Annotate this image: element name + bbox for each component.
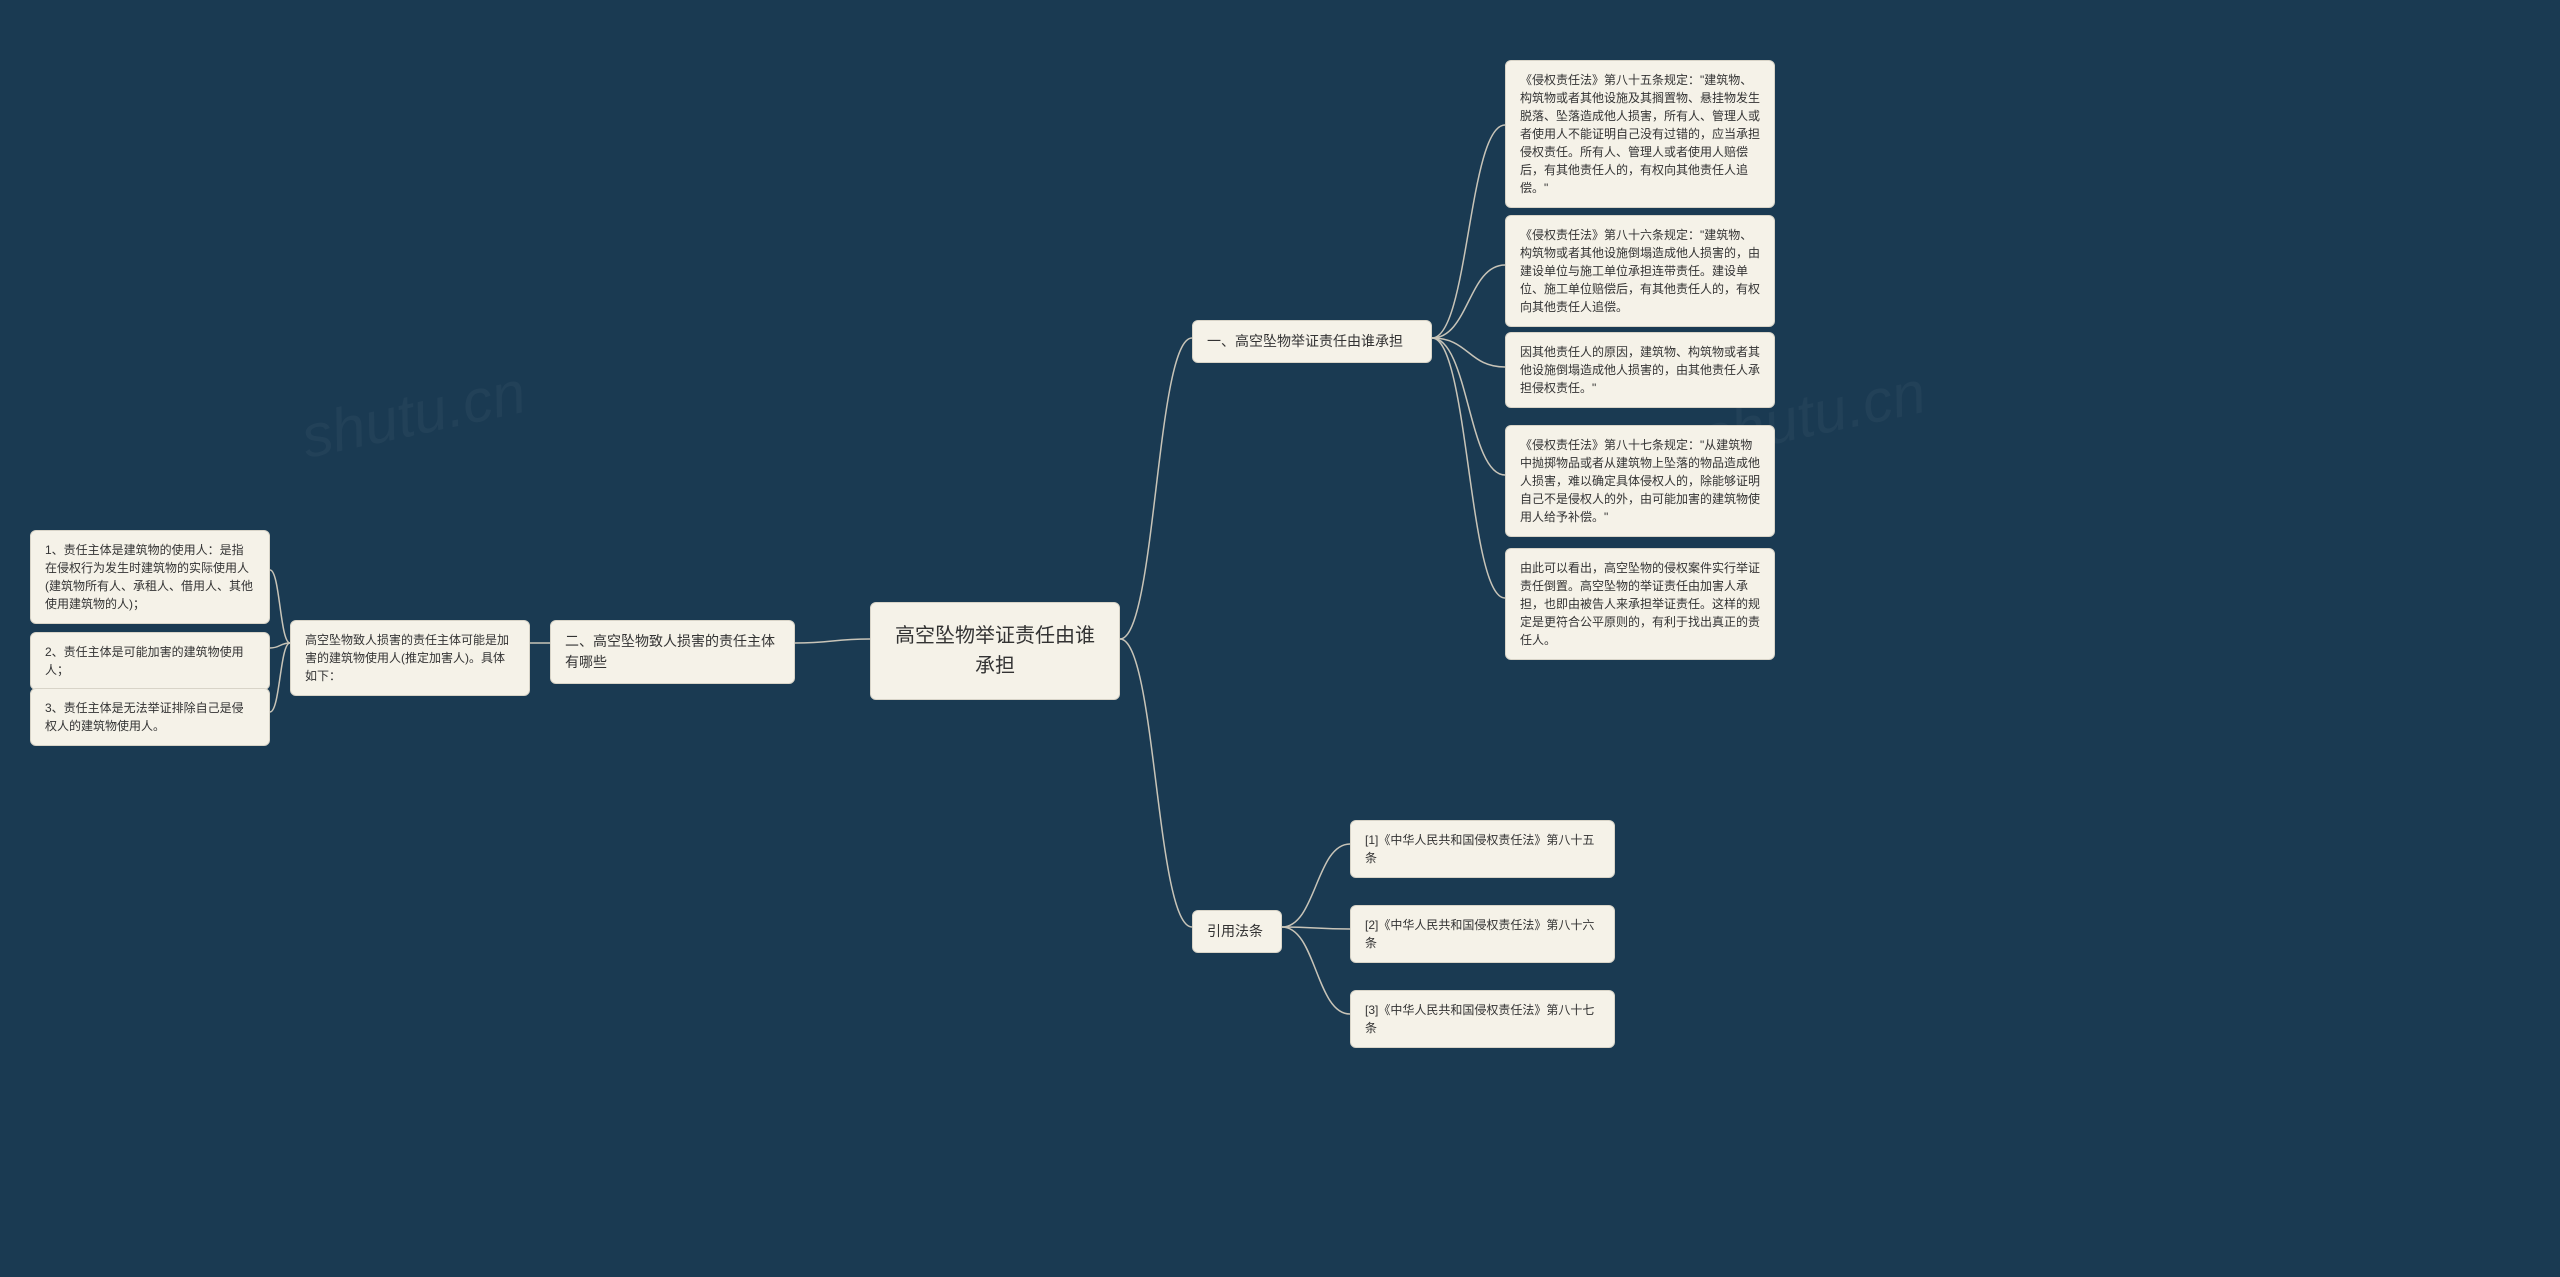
right-branch-0-leaf-0: 《侵权责任法》第八十五条规定："建筑物、构筑物或者其他设施及其搁置物、悬挂物发生… (1505, 60, 1775, 208)
right-branch-1-leaf-2: [3]《中华人民共和国侵权责任法》第八十七条 (1350, 990, 1615, 1048)
right-branch-0-leaf-1: 《侵权责任法》第八十六条规定："建筑物、构筑物或者其他设施倒塌造成他人损害的，由… (1505, 215, 1775, 327)
left-branch-0-leaf-2: 3、责任主体是无法举证排除自己是侵权人的建筑物使用人。 (30, 688, 270, 746)
left-branch-0-leaf-1: 2、责任主体是可能加害的建筑物使用人； (30, 632, 270, 690)
right-branch-1-leaf-0: [1]《中华人民共和国侵权责任法》第八十五条 (1350, 820, 1615, 878)
right-branch-0-leaf-2: 因其他责任人的原因，建筑物、构筑物或者其他设施倒塌造成他人损害的，由其他责任人承… (1505, 332, 1775, 408)
right-branch-0-leaf-4: 由此可以看出，高空坠物的侵权案件实行举证责任倒置。高空坠物的举证责任由加害人承担… (1505, 548, 1775, 660)
watermark-1: shutu.cn (295, 357, 531, 472)
left-branch-0-label: 高空坠物致人损害的责任主体可能是加害的建筑物使用人(推定加害人)。具体如下： (290, 620, 530, 696)
left-branch-0-leaf-0: 1、责任主体是建筑物的使用人：是指在侵权行为发生时建筑物的实际使用人(建筑物所有… (30, 530, 270, 624)
right-branch-1-leaf-1: [2]《中华人民共和国侵权责任法》第八十六条 (1350, 905, 1615, 963)
right-branch-0-leaf-3: 《侵权责任法》第八十七条规定："从建筑物中抛掷物品或者从建筑物上坠落的物品造成他… (1505, 425, 1775, 537)
right-branch-1: 引用法条 (1192, 910, 1282, 953)
left-branch-0: 二、高空坠物致人损害的责任主体有哪些 (550, 620, 795, 684)
right-branch-0: 一、高空坠物举证责任由谁承担 (1192, 320, 1432, 363)
root-node: 高空坠物举证责任由谁承担 (870, 602, 1120, 700)
